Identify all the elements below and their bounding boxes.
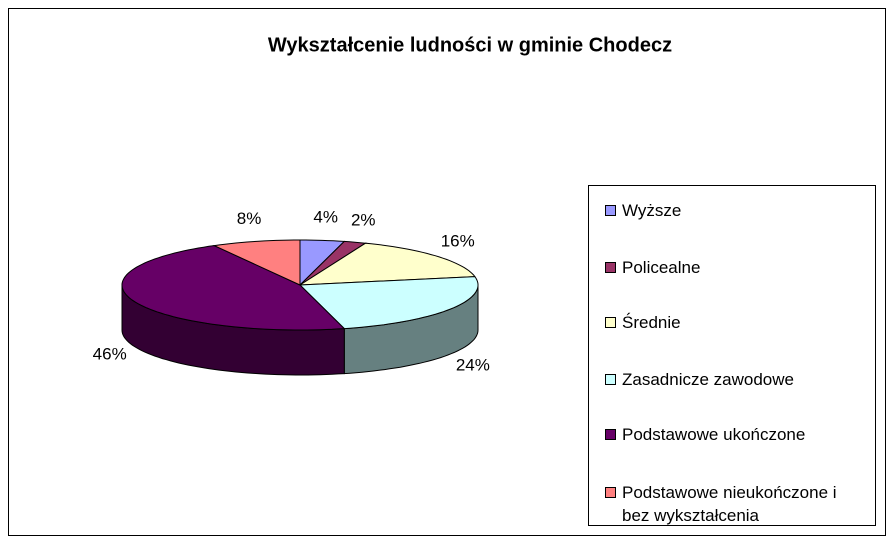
legend-item: Podstawowe ukończone <box>605 423 872 446</box>
legend-item: Wyższe <box>605 199 872 222</box>
legend-item: Policealne <box>605 256 872 279</box>
legend: Wyższe Policealne Średnie Zasadnicze zawodo… <box>588 185 876 526</box>
legend-swatch <box>605 317 616 328</box>
data-label: 8% <box>237 209 262 228</box>
legend-label: Podstawowe ukończone <box>622 425 806 444</box>
legend-swatch <box>605 374 616 385</box>
legend-label: Wyższe <box>622 201 682 220</box>
legend-swatch <box>605 205 616 216</box>
pie-slice <box>212 239 301 286</box>
legend-item: Zasadnicze zawodowe <box>605 368 872 391</box>
legend-swatch <box>605 429 616 440</box>
legend-item: Podstawowe nieukończone i bez wykształce… <box>605 481 842 527</box>
chart-title: Wykształcenie ludności w gminie Chodecz <box>268 34 672 56</box>
data-label: 2% <box>351 210 376 229</box>
data-label: 24% <box>456 356 490 375</box>
legend-swatch <box>605 262 616 273</box>
data-label: 4% <box>313 208 338 227</box>
legend-label: Zasadnicze zawodowe <box>622 370 794 389</box>
legend-item: Średnie <box>605 311 872 334</box>
legend-label: Średnie <box>622 313 681 332</box>
legend-label: Podstawowe nieukończone i bez wykształce… <box>622 483 837 525</box>
data-label: 46% <box>93 344 127 363</box>
legend-label: Policealne <box>622 258 701 277</box>
pie-slice <box>121 245 346 331</box>
pie-slice <box>298 242 476 286</box>
data-label: 16% <box>441 231 475 250</box>
legend-swatch <box>605 487 616 498</box>
pie-slice <box>298 276 479 330</box>
pie-tops <box>121 239 479 331</box>
